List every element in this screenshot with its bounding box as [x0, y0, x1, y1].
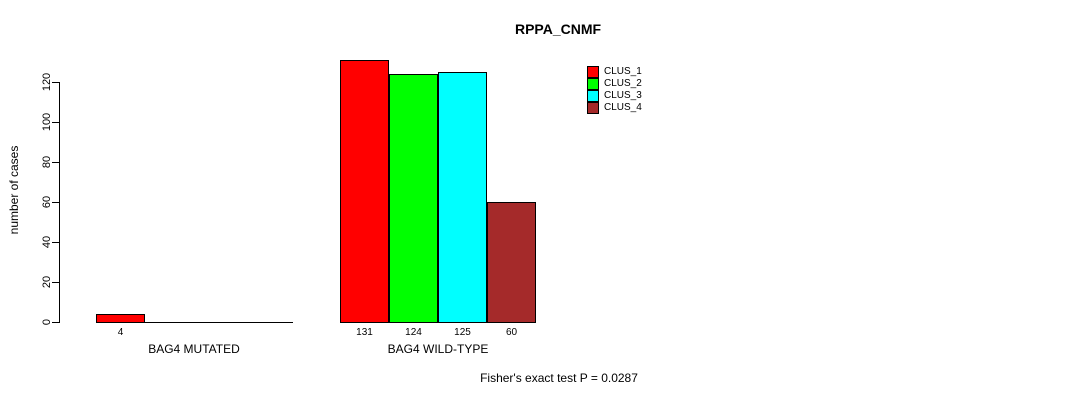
legend: CLUS_1 CLUS_2 CLUS_3 CLUS_4: [587, 66, 642, 114]
zero-baseline: [194, 322, 244, 323]
bar-value-label: 124: [405, 327, 422, 338]
x-category-label-wildtype: BAG4 WILD-TYPE: [387, 342, 489, 356]
legend-swatch-clus_3: [587, 90, 599, 102]
y-tick-label: 20: [41, 275, 53, 289]
annotation-text: Fisher's exact test P = 0.0287: [480, 371, 638, 385]
legend-swatch-clus_1: [587, 66, 599, 78]
bar-value-label: 125: [454, 327, 471, 338]
bar-clus_1: [340, 60, 389, 323]
y-tick-mark: [52, 322, 59, 323]
y-tick-label: 120: [41, 72, 53, 92]
y-tick-mark: [52, 122, 59, 123]
y-tick-label: 100: [41, 112, 53, 132]
bar-clus_2: [389, 74, 438, 323]
legend-label: CLUS_1: [604, 66, 642, 77]
legend-row: CLUS_2: [587, 78, 642, 90]
y-tick-mark: [52, 282, 59, 283]
bar-value-label: 4: [117, 327, 124, 338]
zero-baseline: [145, 322, 195, 323]
legend-label: CLUS_4: [604, 102, 642, 113]
y-tick-mark: [52, 162, 59, 163]
y-tick-label: 0: [41, 318, 53, 326]
zero-baseline: [243, 322, 293, 323]
legend-row: CLUS_3: [587, 90, 642, 102]
legend-label: CLUS_3: [604, 90, 642, 101]
y-tick-label: 40: [41, 235, 53, 249]
x-category-label-mutated: BAG4 MUTATED: [148, 342, 240, 356]
chart-title: RPPA_CNMF: [514, 21, 602, 37]
y-tick-mark: [52, 202, 59, 203]
bar-clus_1: [96, 314, 145, 323]
y-tick-mark: [52, 82, 59, 83]
legend-label: CLUS_2: [604, 78, 642, 89]
bar-value-label: 60: [505, 327, 518, 338]
y-tick-label: 60: [41, 195, 53, 209]
bar-value-label: 131: [356, 327, 373, 338]
y-tick-mark: [52, 242, 59, 243]
y-tick-label: 80: [41, 155, 53, 169]
bar-clus_4: [487, 202, 536, 323]
y-axis-line: [59, 82, 60, 323]
legend-row: CLUS_1: [587, 66, 642, 78]
legend-row: CLUS_4: [587, 102, 642, 114]
bar-clus_3: [438, 72, 487, 323]
y-axis-title: number of cases: [7, 145, 21, 235]
legend-swatch-clus_2: [587, 78, 599, 90]
legend-swatch-clus_4: [587, 102, 599, 114]
